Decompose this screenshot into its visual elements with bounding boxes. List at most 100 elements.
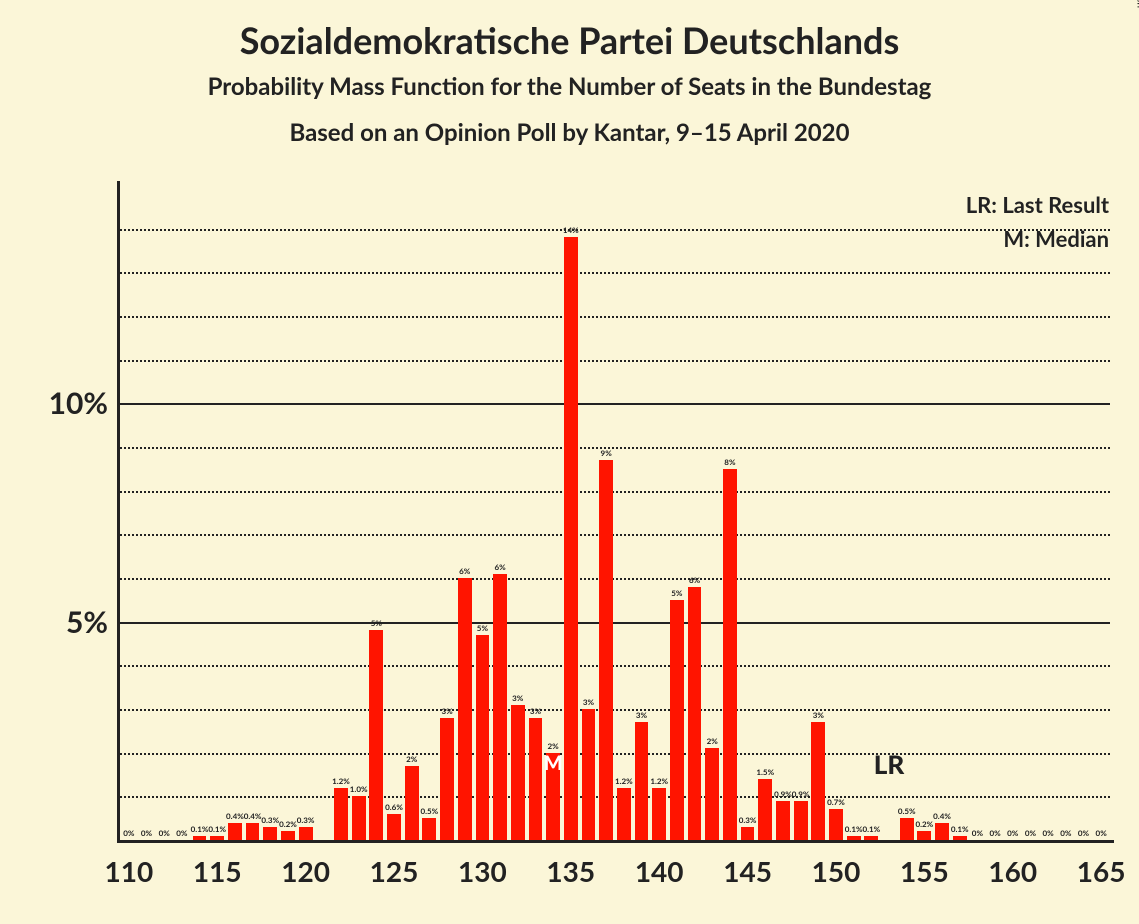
gridline-minor bbox=[120, 753, 1110, 755]
bar bbox=[299, 827, 313, 840]
bar-value-label: 6% bbox=[494, 562, 505, 572]
bar bbox=[564, 237, 578, 840]
bar bbox=[794, 801, 808, 840]
gridline-minor bbox=[120, 229, 1110, 231]
bar bbox=[246, 823, 260, 840]
bar-value-label: 0.9% bbox=[792, 789, 810, 799]
bar-value-label: 0.5% bbox=[421, 806, 439, 816]
bar bbox=[582, 709, 596, 840]
bar bbox=[776, 801, 790, 840]
bar-value-label: 0% bbox=[1096, 828, 1107, 838]
bar-value-label: 0% bbox=[1043, 828, 1054, 838]
bar-value-label: 6% bbox=[689, 575, 700, 585]
bar-value-label: 5% bbox=[671, 588, 682, 598]
bar-value-label: 0% bbox=[1025, 828, 1036, 838]
bar-value-label: 3% bbox=[583, 697, 594, 707]
bar-value-label: 3% bbox=[512, 693, 523, 703]
gridline-minor bbox=[120, 447, 1110, 449]
bar-value-label: 1.5% bbox=[756, 767, 774, 777]
bar bbox=[811, 722, 825, 840]
bar-value-label: 0% bbox=[989, 828, 1000, 838]
gridline-minor bbox=[120, 665, 1110, 667]
y-axis-tick-label: 5% bbox=[8, 604, 108, 640]
x-axis-tick-label: 120 bbox=[281, 854, 330, 888]
bar-value-label: 0.1% bbox=[862, 824, 880, 834]
bar-value-label: 0.1% bbox=[191, 824, 209, 834]
gridline-major bbox=[120, 403, 1110, 405]
bar bbox=[599, 460, 613, 840]
bar-value-label: 0.2% bbox=[916, 819, 934, 829]
bar-value-label: 1.2% bbox=[615, 776, 633, 786]
bar bbox=[352, 796, 366, 840]
bar-value-label: 14% bbox=[563, 225, 579, 235]
gridline-minor bbox=[120, 709, 1110, 711]
bar bbox=[546, 753, 560, 840]
bar-value-label: 0.4% bbox=[244, 811, 262, 821]
bar-value-label: 0.9% bbox=[774, 789, 792, 799]
bar-value-label: 0% bbox=[1007, 828, 1018, 838]
bar-value-label: 9% bbox=[601, 448, 612, 458]
bar-value-label: 1.0% bbox=[350, 784, 368, 794]
bar-value-label: 8% bbox=[724, 457, 735, 467]
x-axis-tick-label: 160 bbox=[988, 854, 1037, 888]
x-axis-line bbox=[117, 840, 1114, 843]
bar-value-label: 0.1% bbox=[951, 824, 969, 834]
last-result-marker: LR bbox=[874, 748, 904, 780]
bar-value-label: 0.7% bbox=[827, 797, 845, 807]
x-axis-tick-label: 135 bbox=[546, 854, 595, 888]
chart-title: Sozialdemokratische Partei Deutschlands bbox=[0, 18, 1139, 62]
bar bbox=[476, 635, 490, 840]
bar-value-label: 0.3% bbox=[739, 815, 757, 825]
x-axis-tick-label: 110 bbox=[104, 854, 153, 888]
x-axis-tick-label: 165 bbox=[1077, 854, 1126, 888]
bar bbox=[617, 788, 631, 840]
bar-value-label: 3% bbox=[636, 710, 647, 720]
gridline-minor bbox=[120, 796, 1110, 798]
gridline-minor bbox=[120, 491, 1110, 493]
bar-value-label: 2% bbox=[406, 754, 417, 764]
x-axis-tick-label: 155 bbox=[900, 854, 949, 888]
bar-value-label: 0% bbox=[141, 828, 152, 838]
bar-value-label: 5% bbox=[371, 618, 382, 628]
bar bbox=[422, 818, 436, 840]
gridline-minor bbox=[120, 534, 1110, 536]
bar bbox=[228, 823, 242, 840]
chart-subtitle-1: Probability Mass Function for the Number… bbox=[0, 72, 1139, 101]
x-axis-tick-label: 115 bbox=[193, 854, 242, 888]
bar bbox=[511, 705, 525, 840]
chart-subtitle-2: Based on an Opinion Poll by Kantar, 9–15… bbox=[0, 118, 1139, 147]
gridline-major bbox=[120, 622, 1110, 624]
bar bbox=[493, 574, 507, 840]
plot-area: 0%0%0%0%0.1%0.1%0.4%0.4%0.3%0.2%0.3%1.2%… bbox=[120, 185, 1110, 840]
gridline-minor bbox=[120, 578, 1110, 580]
bar bbox=[529, 718, 543, 840]
bar-value-label: 0% bbox=[159, 828, 170, 838]
chart-stage: Sozialdemokratische Partei Deutschlands … bbox=[0, 0, 1139, 924]
bar bbox=[829, 809, 843, 840]
bar-value-label: 0.1% bbox=[208, 824, 226, 834]
bar-value-label: 6% bbox=[459, 566, 470, 576]
bar-value-label: 5% bbox=[477, 623, 488, 633]
bar bbox=[935, 823, 949, 840]
copyright-text: © 2021 Filip van Laenen bbox=[1135, 0, 1139, 8]
x-axis-tick-label: 150 bbox=[812, 854, 861, 888]
bar-value-label: 0.4% bbox=[933, 811, 951, 821]
y-axis-tick-label: 10% bbox=[8, 385, 108, 421]
bar bbox=[652, 788, 666, 840]
bar-value-label: 0.1% bbox=[845, 824, 863, 834]
bar-value-label: 0.3% bbox=[261, 815, 279, 825]
bar bbox=[334, 788, 348, 840]
bar bbox=[741, 827, 755, 840]
x-axis-tick-label: 145 bbox=[723, 854, 772, 888]
bar bbox=[440, 718, 454, 840]
bar bbox=[458, 578, 472, 840]
bar bbox=[635, 722, 649, 840]
x-axis-tick-label: 140 bbox=[635, 854, 684, 888]
legend-median: M: Median bbox=[1003, 225, 1109, 252]
bar bbox=[281, 831, 295, 840]
bar-value-label: 2% bbox=[707, 736, 718, 746]
bar bbox=[723, 469, 737, 840]
bar-value-label: 3% bbox=[441, 706, 452, 716]
bar-value-label: 0% bbox=[972, 828, 983, 838]
bar-value-label: 0% bbox=[123, 828, 134, 838]
